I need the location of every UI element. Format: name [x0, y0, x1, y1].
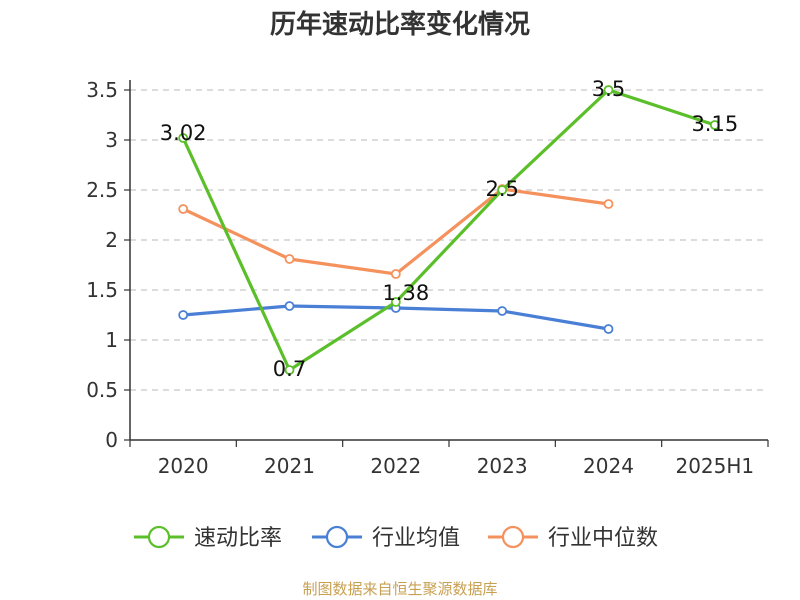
grid-lines — [130, 89, 768, 391]
legend-label: 行业中位数 — [548, 526, 658, 551]
data-point[interactable] — [178, 204, 189, 214]
x-tick-label: 2024 — [583, 454, 634, 478]
x-tick-label: 2025H1 — [675, 454, 754, 478]
data-point[interactable] — [603, 324, 614, 334]
legend-marker — [501, 525, 525, 549]
y-tick-label: 1 — [105, 328, 118, 352]
y-tick-label: 2 — [105, 228, 118, 252]
data-label: 3.02 — [160, 121, 207, 145]
data-point[interactable] — [284, 365, 295, 375]
axes: 0 0.5 1 1.5 2 2.5 3 3.5 2020 2021 2022 2023 2024 2025… — [86, 78, 769, 478]
legend-marker — [147, 525, 171, 549]
data-label: 1.38 — [382, 281, 429, 305]
data-point[interactable] — [603, 85, 614, 95]
data-point[interactable] — [390, 297, 401, 307]
legend-marker — [325, 525, 349, 549]
y-tick-label: 2.5 — [86, 178, 118, 202]
data-point[interactable] — [390, 269, 401, 279]
y-tick-label: 0 — [105, 428, 118, 452]
chart-title: 历年速动比率变化情况 — [270, 9, 530, 40]
data-labels: 3.02 0.7 1.38 2.5 3.5 3.15 — [160, 77, 738, 381]
legend-label: 行业均值 — [372, 526, 460, 551]
y-tick-label: 1.5 — [86, 278, 118, 302]
x-tick-label: 2022 — [370, 454, 421, 478]
data-point[interactable] — [497, 185, 508, 195]
y-tick-label: 3.5 — [86, 78, 118, 102]
legend-label: 速动比率 — [194, 526, 282, 551]
x-tick-label: 2020 — [158, 454, 209, 478]
data-point[interactable] — [284, 301, 295, 311]
legend[interactable]: 速动比率 行业均值 行业中位数 — [134, 525, 658, 551]
y-tick-label: 3 — [105, 128, 118, 152]
data-point[interactable] — [497, 306, 508, 316]
data-label: 3.15 — [691, 112, 738, 136]
data-point[interactable] — [284, 254, 295, 264]
series-group — [178, 85, 720, 375]
series-line — [182, 187, 609, 276]
data-label: 2.5 — [485, 177, 518, 201]
x-tick-label: 2023 — [477, 454, 528, 478]
data-label: 0.7 — [273, 357, 306, 381]
data-point[interactable] — [178, 133, 189, 143]
series-line — [181, 88, 716, 372]
legend-item[interactable]: 行业中位数 — [488, 525, 658, 551]
data-point[interactable] — [178, 310, 189, 320]
legend-item[interactable]: 速动比率 — [134, 525, 282, 551]
data-point[interactable] — [709, 120, 720, 130]
source-footer: 制图数据来自恒生聚源数据库 — [302, 580, 497, 598]
data-label: 3.5 — [592, 77, 625, 101]
y-tick-label: 0.5 — [86, 378, 118, 402]
x-tick-label: 2021 — [264, 454, 315, 478]
legend-item[interactable]: 行业均值 — [312, 525, 460, 551]
data-point[interactable] — [603, 199, 614, 209]
